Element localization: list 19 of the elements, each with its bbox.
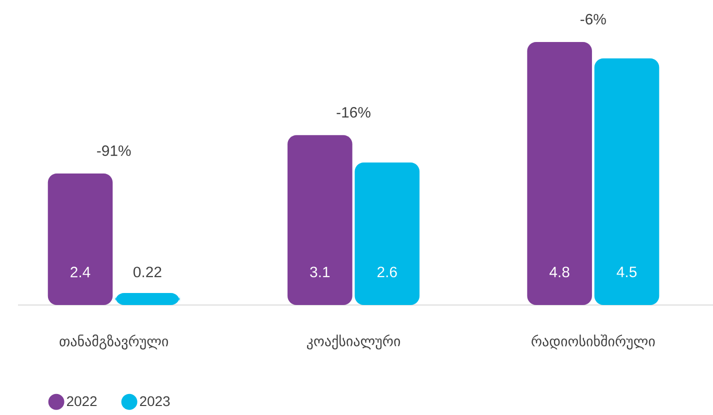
- annotation: -91%: [97, 145, 131, 156]
- x-tick-label: რადიოსიხშირული: [532, 334, 655, 350]
- bar: [48, 173, 113, 305]
- data-label: 0.22: [134, 266, 162, 278]
- legend-label: 2022: [66, 396, 97, 406]
- bar: [354, 162, 420, 305]
- bar: [527, 42, 592, 305]
- bar: [594, 58, 660, 305]
- x-tick-label: კოაქსიალური: [306, 334, 400, 350]
- legend-label: 2023: [140, 396, 170, 406]
- data-label: 4.8: [550, 266, 570, 278]
- annotation: -16%: [336, 107, 370, 118]
- text: -6%: [580, 14, 606, 24]
- data-label: 2.4: [70, 266, 90, 278]
- x-tick-label: თანამგზავრული: [60, 334, 168, 350]
- data-label: 4.5: [616, 266, 637, 278]
- data-label: 3.1: [310, 266, 330, 278]
- data-label: 2.6: [377, 266, 397, 278]
- bar: [288, 135, 352, 305]
